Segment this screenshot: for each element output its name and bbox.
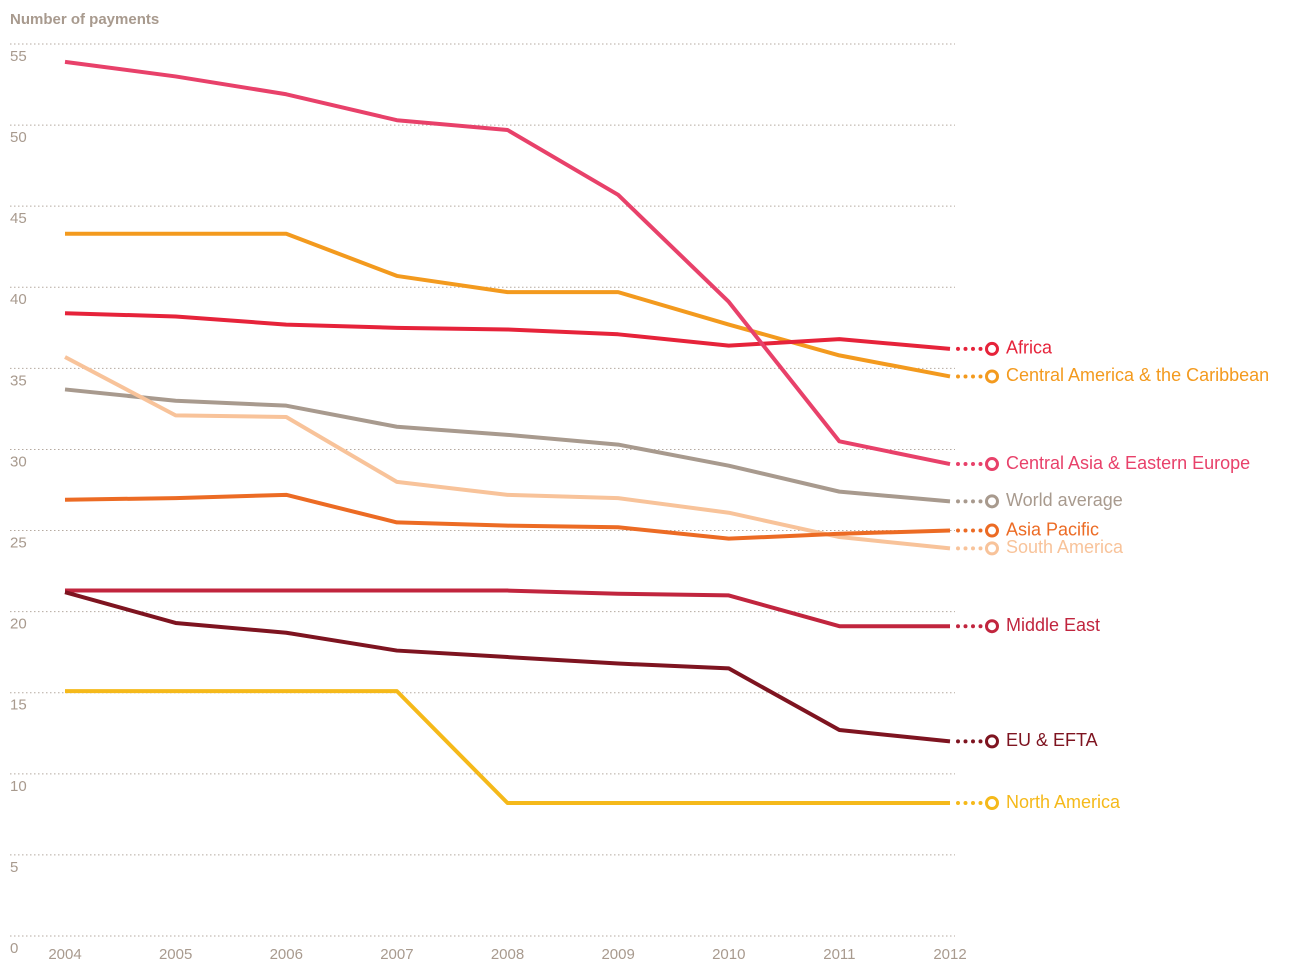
- end-marker: [985, 619, 999, 634]
- x-tick-label: 2006: [270, 946, 303, 962]
- legend-label: Middle East: [1006, 615, 1100, 635]
- end-marker: [985, 457, 999, 472]
- series-line: [65, 588, 950, 629]
- legend-label: North America: [1006, 792, 1121, 812]
- legend-label: Central America & the Caribbean: [1006, 365, 1269, 385]
- y-tick-label: 45: [10, 210, 27, 227]
- legend-label: EU & EFTA: [1006, 730, 1098, 750]
- y-tick-label: 25: [10, 535, 27, 552]
- legend-label: Africa: [1006, 338, 1053, 358]
- series-line: [64, 59, 951, 467]
- series-line: [65, 689, 950, 806]
- x-tick-label: 2008: [491, 946, 524, 962]
- y-tick-label: 55: [10, 48, 27, 65]
- x-tick-label: 2004: [48, 946, 81, 962]
- y-tick-label: 20: [10, 616, 27, 633]
- legend-label: Asia Pacific: [1006, 519, 1099, 539]
- series-line: [64, 590, 951, 744]
- legend-label: Central Asia & Eastern Europe: [1006, 453, 1250, 473]
- y-tick-label: 15: [10, 697, 27, 714]
- end-marker: [985, 734, 999, 749]
- y-tick-label: 5: [10, 859, 18, 876]
- y-tick-label: 10: [10, 778, 27, 795]
- x-tick-label: 2011: [823, 946, 855, 962]
- x-tick-label: 2007: [380, 946, 413, 962]
- end-marker: [985, 796, 999, 811]
- end-marker: [985, 369, 999, 384]
- series-line: [64, 492, 951, 541]
- x-tick-label: 2009: [601, 946, 634, 962]
- legend-label: World average: [1006, 490, 1123, 510]
- y-tick-label: 30: [10, 453, 27, 470]
- y-tick-label: 35: [10, 372, 27, 389]
- legend-label: South America: [1006, 537, 1124, 557]
- series-line: [64, 355, 951, 551]
- y-tick-label: 40: [10, 291, 27, 308]
- end-marker: [985, 523, 999, 538]
- end-marker: [985, 341, 999, 356]
- y-tick-label: 0: [10, 940, 18, 957]
- x-tick-label: 2005: [159, 946, 192, 962]
- end-marker: [985, 541, 999, 556]
- series-line: [64, 311, 951, 351]
- end-marker: [985, 494, 999, 509]
- x-tick-label: 2012: [933, 946, 966, 962]
- x-tick-label: 2010: [712, 946, 745, 962]
- y-axis-title: Number of payments: [10, 11, 159, 28]
- y-tick-label: 50: [10, 129, 27, 146]
- series-line: [64, 387, 951, 504]
- series-line: [65, 231, 951, 379]
